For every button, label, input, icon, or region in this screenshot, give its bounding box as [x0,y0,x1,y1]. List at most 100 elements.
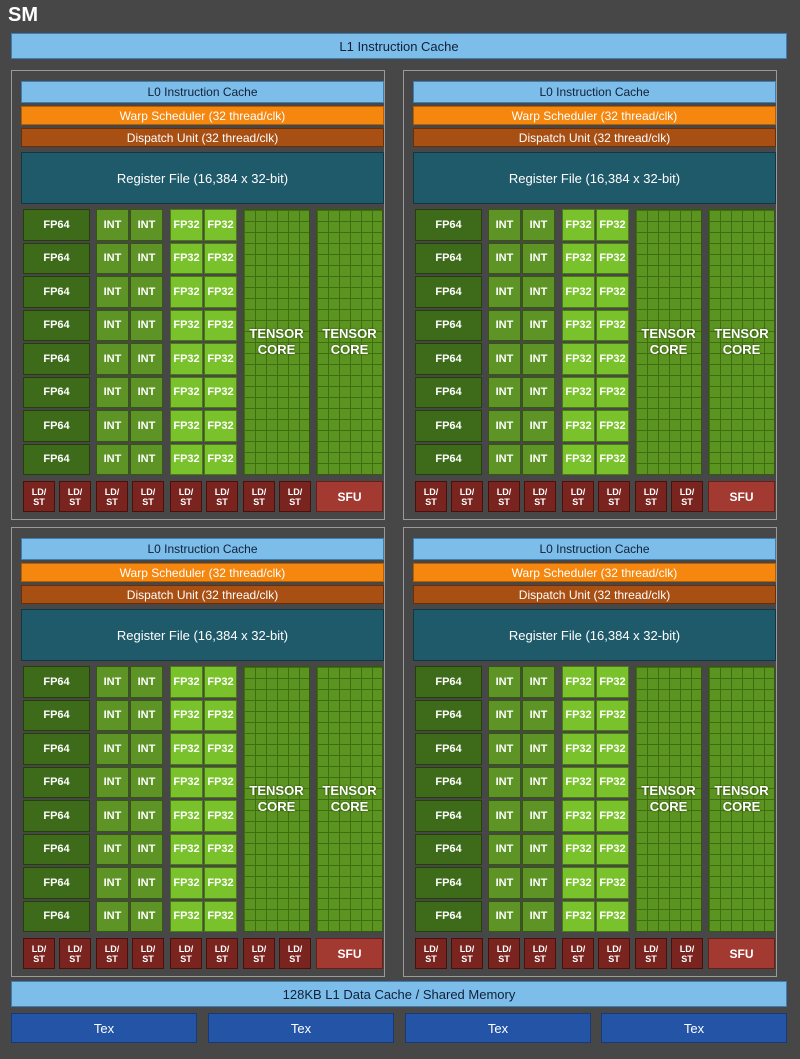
ld-st-label-line: ST [69,953,81,964]
ld-st-label-line: LD/ [104,486,120,497]
ld-st-label-line: ST [608,496,620,507]
fp64-unit: FP64 [415,766,482,798]
int-unit: INT [96,766,129,798]
fp32-unit: FP32 [170,733,203,765]
tensor-core-label: TENSOR CORE [317,783,382,815]
int-unit: INT [130,209,163,241]
fp32-unit: FP32 [204,309,237,341]
fp32-unit: FP32 [596,209,629,241]
fp32-unit: FP32 [562,666,595,698]
fp64-unit: FP64 [23,733,90,765]
l0-instruction-cache: L0 Instruction Cache [21,538,384,560]
ld-st-label-line: LD/ [459,943,475,954]
int-unit: INT [96,800,129,832]
l1-instruction-cache: L1 Instruction Cache [11,33,787,59]
ld-st-label-line: ST [142,496,154,507]
ld-st-unit: LD/ST [451,481,483,512]
ld-st-unit: LD/ST [96,938,128,969]
ld-st-unit: LD/ST [23,481,55,512]
ld-st-label-line: LD/ [67,943,83,954]
fp32-unit: FP32 [596,699,629,731]
int-unit: INT [522,309,555,341]
int-unit: INT [96,309,129,341]
ld-st-unit: LD/ST [132,938,164,969]
ld-st-label-line: LD/ [104,943,120,954]
sm-label: SM [8,4,38,26]
int-unit: INT [130,443,163,475]
fp32-unit: FP32 [596,666,629,698]
ld-st-label-line: LD/ [532,943,548,954]
int-unit: INT [522,343,555,375]
ld-st-label-line: ST [180,953,192,964]
int-unit: INT [96,666,129,698]
processing-block: L0 Instruction Cache Warp Scheduler (32 t… [11,70,385,520]
fp64-unit: FP64 [415,800,482,832]
int-unit: INT [488,800,521,832]
int-unit: INT [488,766,521,798]
register-file: Register File (16,384 x 32-bit) [413,609,776,661]
ld-st-label-line: LD/ [606,486,622,497]
fp32-unit: FP32 [204,209,237,241]
ld-st-unit: LD/ST [598,938,630,969]
int-unit: INT [488,242,521,274]
ld-st-label-line: ST [69,496,81,507]
ld-st-label-line: ST [425,496,437,507]
ld-st-label-line: ST [461,953,473,964]
fp64-unit: FP64 [415,209,482,241]
int-unit: INT [522,800,555,832]
tensor-core-label-line: TENSOR [714,326,769,341]
fp32-unit: FP32 [170,209,203,241]
ld-st-unit: LD/ST [635,481,667,512]
ld-st-label-line: LD/ [679,486,695,497]
ld-st-label-line: ST [681,953,693,964]
fp32-unit: FP32 [204,276,237,308]
int-unit: INT [130,410,163,442]
sfu-unit: SFU [316,481,383,512]
tensor-core-label-line: TENSOR [641,326,696,341]
int-unit: INT [96,867,129,899]
ld-st-unit: LD/ST [206,938,238,969]
tensor-core: TENSOR CORE [316,666,383,932]
ld-st-unit: LD/ST [59,938,91,969]
fp64-unit: FP64 [415,867,482,899]
ld-st-unit: LD/ST [488,481,520,512]
fp32-unit: FP32 [596,900,629,932]
fp32-unit: FP32 [204,343,237,375]
fp32-unit: FP32 [170,699,203,731]
ld-st-label-line: LD/ [496,943,512,954]
tensor-core-label-line: CORE [649,799,688,814]
ld-st-label-line: ST [106,953,118,964]
ld-st-label-line: ST [572,496,584,507]
ld-st-unit: LD/ST [671,938,703,969]
int-unit: INT [488,276,521,308]
ld-st-label-line: LD/ [643,943,659,954]
l0-instruction-cache: L0 Instruction Cache [413,538,776,560]
int-unit: INT [488,666,521,698]
fp32-unit: FP32 [596,276,629,308]
int-unit: INT [96,699,129,731]
fp64-unit: FP64 [23,276,90,308]
int-unit: INT [488,410,521,442]
ld-st-label-line: LD/ [287,943,303,954]
ld-st-label-line: LD/ [570,486,586,497]
int-unit: INT [130,699,163,731]
fp32-unit: FP32 [562,733,595,765]
ld-st-label-line: LD/ [31,943,47,954]
fp32-unit: FP32 [562,443,595,475]
ld-st-label-line: ST [33,953,45,964]
register-file: Register File (16,384 x 32-bit) [21,152,384,204]
int-unit: INT [130,766,163,798]
fp64-unit: FP64 [415,410,482,442]
fp64-unit: FP64 [23,867,90,899]
tensor-core-label-line: CORE [722,342,761,357]
fp64-unit: FP64 [23,209,90,241]
int-unit: INT [488,309,521,341]
fp32-unit: FP32 [562,800,595,832]
dispatch-unit: Dispatch Unit (32 thread/clk) [413,128,776,147]
int-unit: INT [130,833,163,865]
int-unit: INT [522,833,555,865]
fp64-unit: FP64 [415,699,482,731]
tensor-core: TENSOR CORE [708,666,775,932]
int-unit: INT [130,309,163,341]
fp32-unit: FP32 [170,867,203,899]
